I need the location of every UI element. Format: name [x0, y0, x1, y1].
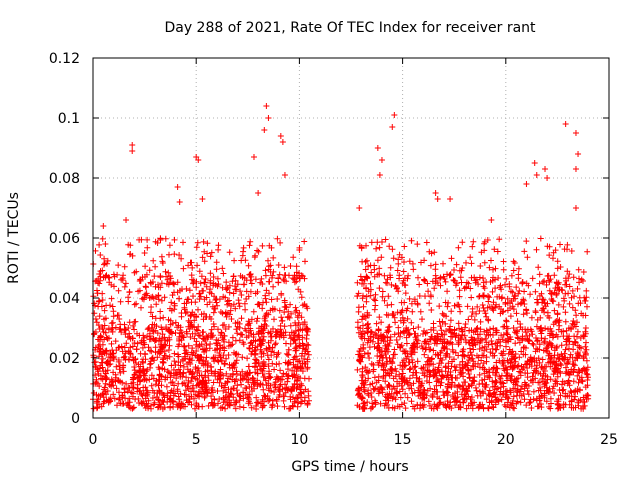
peak-point — [195, 157, 202, 163]
x-tick-label: 10 — [290, 432, 308, 448]
peak-point — [100, 223, 107, 229]
peak-point — [447, 196, 454, 202]
peak-point — [391, 112, 398, 118]
peak-point — [141, 250, 148, 256]
y-tick-label: 0 — [71, 411, 80, 427]
peak-point — [174, 184, 181, 190]
peak-point — [129, 142, 136, 148]
peak-point — [176, 199, 183, 205]
axis-ticks: 0 5 10 15 20 25 0 0.02 0.04 0.06 0.08 0.1 0.12 — [49, 51, 618, 448]
peak-point — [434, 196, 441, 202]
peak-point — [488, 217, 495, 223]
peak-point — [281, 172, 288, 178]
y-axis-label: ROTI / TECUs — [6, 192, 22, 284]
peak-point — [102, 241, 109, 247]
peak-point — [277, 133, 284, 139]
peak-point — [255, 190, 262, 196]
x-tick-label: 0 — [89, 432, 98, 448]
peak-point — [531, 160, 538, 166]
y-tick-label: 0.12 — [49, 51, 80, 67]
peak-point — [199, 196, 206, 202]
peak-point — [572, 166, 579, 172]
peak-point — [523, 181, 530, 187]
x-tick-label: 20 — [497, 432, 515, 448]
x-tick-label: 15 — [394, 432, 412, 448]
y-tick-label: 0.06 — [49, 231, 80, 247]
peak-point — [542, 166, 549, 172]
peak-point — [562, 121, 569, 127]
peak-point — [389, 124, 396, 130]
peak-point — [572, 205, 579, 211]
chart-title: Day 288 of 2021, Rate Of TEC Index for r… — [164, 20, 536, 36]
peak-point — [432, 190, 439, 196]
peak-point — [374, 145, 381, 151]
peak-point — [356, 205, 363, 211]
y-tick-label: 0.04 — [49, 291, 80, 307]
peak-point — [376, 172, 383, 178]
peak-point — [378, 157, 385, 163]
peak-point — [263, 103, 270, 109]
peak-point — [572, 130, 579, 136]
scatter-points — [90, 103, 592, 412]
peak-point — [575, 151, 582, 157]
peak-point — [250, 154, 257, 160]
x-axis-label: GPS time / hours — [291, 459, 408, 475]
peak-point — [261, 127, 268, 133]
scatter-cloud — [90, 235, 592, 412]
y-tick-label: 0.1 — [58, 111, 80, 127]
peak-point — [129, 148, 136, 154]
x-tick-label: 5 — [192, 432, 201, 448]
peak-point — [296, 247, 303, 253]
y-tick-label: 0.08 — [49, 171, 80, 187]
peak-point — [544, 175, 551, 181]
peak-point — [265, 115, 272, 121]
peak-point — [279, 139, 286, 145]
y-tick-label: 0.02 — [49, 351, 80, 367]
x-tick-label: 25 — [600, 432, 618, 448]
peak-point — [123, 217, 130, 223]
peak-point — [533, 172, 540, 178]
